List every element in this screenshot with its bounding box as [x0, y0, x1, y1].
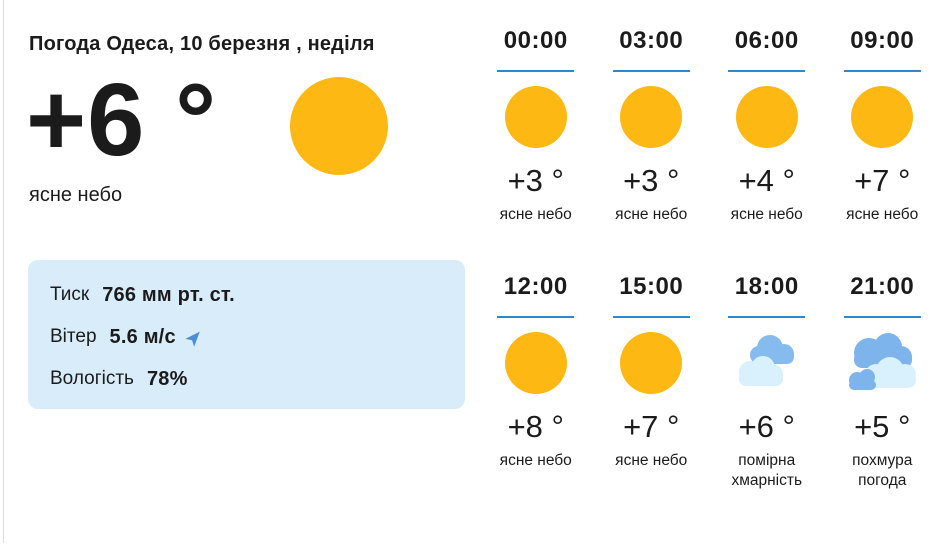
wind-label: Вітер	[50, 326, 97, 347]
hour-condition: ясне небо	[499, 452, 572, 469]
hour-condition: ясне небо	[499, 206, 572, 223]
time-underline	[728, 70, 806, 72]
wind-row: Вітер 5.6 м/с	[50, 325, 445, 348]
hourly-forecast-grid: 00:00 +3 ° ясне небо 03:00 +3 ° ясне неб…	[478, 27, 940, 491]
hour-condition: ясне небо	[615, 206, 688, 223]
hour-time-link[interactable]: 15:00	[619, 273, 684, 300]
hourly-cell: 21:00	[825, 273, 941, 491]
hour-time-link[interactable]: 18:00	[734, 273, 799, 300]
time-underline	[843, 316, 921, 318]
humidity-row: Вологість 78%	[50, 367, 445, 390]
time-underline	[497, 70, 575, 72]
hour-temperature: +7 °	[623, 409, 680, 444]
sun-icon	[735, 86, 798, 148]
hour-temperature: +7 °	[854, 163, 911, 198]
cloudy-icon	[842, 328, 922, 399]
hour-time-link[interactable]: 00:00	[503, 27, 568, 54]
sun-icon	[620, 332, 683, 394]
time-underline	[843, 70, 921, 72]
sun-icon	[290, 77, 388, 175]
hourly-cell: 00:00 +3 ° ясне небо	[478, 27, 594, 225]
hourly-cell: 15:00 +7 ° ясне небо	[594, 273, 710, 491]
hourly-cell: 12:00 +8 ° ясне небо	[478, 273, 594, 491]
hour-time-link[interactable]: 09:00	[850, 27, 915, 54]
page-title: Погода Одеса, 10 березня , неділя	[29, 33, 375, 55]
humidity-value: 78%	[146, 367, 188, 390]
hour-temperature: +3 °	[507, 163, 564, 198]
hour-time-link[interactable]: 03:00	[619, 27, 684, 54]
hourly-cell: 06:00 +4 ° ясне небо	[709, 27, 825, 225]
humidity-label: Вологість	[50, 368, 134, 389]
hour-time-link[interactable]: 21:00	[850, 273, 915, 300]
hour-condition: ясне небо	[846, 206, 919, 223]
time-underline	[612, 70, 690, 72]
hour-temperature: +3 °	[623, 163, 680, 198]
hour-condition: похмура погода	[852, 452, 913, 489]
hourly-cell: 09:00 +7 ° ясне небо	[825, 27, 941, 225]
hour-time-link[interactable]: 12:00	[503, 273, 568, 300]
left-divider	[3, 0, 4, 543]
time-underline	[497, 316, 575, 318]
hour-condition: ясне небо	[730, 206, 803, 223]
current-temperature: +6 °	[26, 62, 218, 177]
wind-direction-arrow-icon	[185, 328, 204, 347]
hour-temperature: +5 °	[854, 409, 911, 444]
time-underline	[612, 316, 690, 318]
sun-icon	[504, 86, 567, 148]
hour-condition: помірна хмарність	[731, 452, 803, 489]
hour-temperature: +6 °	[738, 409, 795, 444]
hourly-cell: 03:00 +3 ° ясне небо	[594, 27, 710, 225]
hour-time-link[interactable]: 06:00	[734, 27, 799, 54]
wind-value: 5.6 м/с	[109, 325, 176, 348]
hour-condition: ясне небо	[615, 452, 688, 469]
hour-temperature: +8 °	[507, 409, 564, 444]
sun-icon	[620, 86, 683, 148]
sun-icon	[504, 332, 567, 394]
hourly-cell: 18:00 +6 ° помі	[709, 273, 825, 491]
weather-details-panel: Тиск 766 мм рт. ст. Вітер 5.6 м/с Вологі…	[28, 260, 465, 409]
sun-icon	[851, 86, 914, 148]
time-underline	[728, 316, 806, 318]
pressure-label: Тиск	[50, 284, 90, 305]
current-condition: ясне небо	[29, 184, 123, 206]
pressure-row: Тиск 766 мм рт. ст.	[50, 283, 445, 306]
partly-cloudy-icon	[732, 329, 802, 398]
hour-temperature: +4 °	[738, 163, 795, 198]
pressure-value: 766 мм рт. ст.	[102, 283, 235, 306]
